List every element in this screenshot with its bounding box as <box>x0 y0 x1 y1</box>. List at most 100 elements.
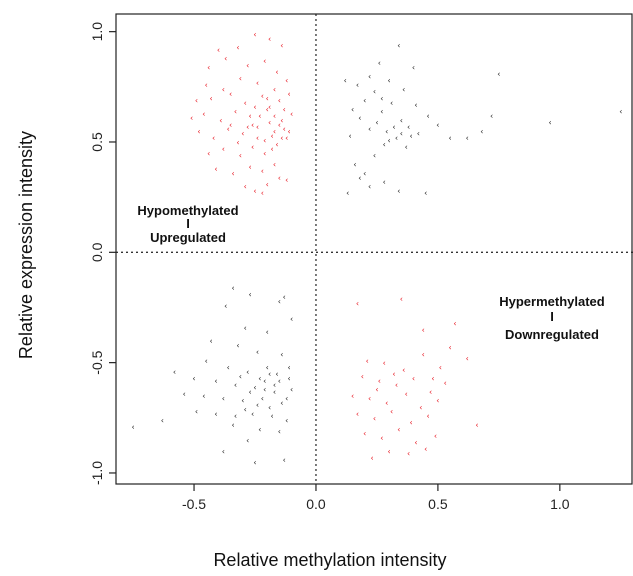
data-point-black: ‹ <box>407 123 410 132</box>
data-point-black: ‹ <box>290 315 293 324</box>
data-point-red: ‹ <box>283 125 286 134</box>
data-point-black: ‹ <box>412 63 415 72</box>
data-point-black: ‹ <box>497 70 500 79</box>
data-point-black: ‹ <box>256 401 259 410</box>
data-point-black: ‹ <box>285 394 288 403</box>
data-point-red: ‹ <box>256 78 259 87</box>
data-point-black: ‹ <box>251 409 254 418</box>
data-point-black: ‹ <box>236 341 239 350</box>
data-point-black: ‹ <box>258 374 261 383</box>
data-point-red: ‹ <box>270 131 273 140</box>
data-point-red: ‹ <box>407 449 410 458</box>
y-tick-label: 0.5 <box>89 132 105 152</box>
data-point-red: ‹ <box>253 187 256 196</box>
data-point-black: ‹ <box>278 427 281 436</box>
data-point-black: ‹ <box>253 383 256 392</box>
data-point-red: ‹ <box>239 151 242 160</box>
data-point-red: ‹ <box>239 74 242 83</box>
data-point-red: ‹ <box>207 149 210 158</box>
data-point-black: ‹ <box>380 94 383 103</box>
data-point-black: ‹ <box>424 189 427 198</box>
data-point-black: ‹ <box>409 131 412 140</box>
data-point-black: ‹ <box>368 182 371 191</box>
data-point-red: ‹ <box>466 354 469 363</box>
data-point-black: ‹ <box>161 416 164 425</box>
data-point-black: ‹ <box>373 151 376 160</box>
data-point-red: ‹ <box>253 103 256 112</box>
data-point-red: ‹ <box>249 162 252 171</box>
data-point-red: ‹ <box>275 67 278 76</box>
data-point-black: ‹ <box>402 85 405 94</box>
y-tick-label: -0.5 <box>89 350 105 374</box>
data-point-black: ‹ <box>351 105 354 114</box>
x-tick-label: 0.0 <box>306 496 326 512</box>
data-point-black: ‹ <box>363 169 366 178</box>
data-point-red: ‹ <box>202 109 205 118</box>
annotation-hypo-separator: I <box>186 216 190 231</box>
data-point-red: ‹ <box>280 116 283 125</box>
data-point-red: ‹ <box>244 98 247 107</box>
data-point-black: ‹ <box>266 363 269 372</box>
data-point-red: ‹ <box>444 378 447 387</box>
data-point-black: ‹ <box>131 423 134 432</box>
data-point-black: ‹ <box>405 142 408 151</box>
data-point-red: ‹ <box>222 145 225 154</box>
data-point-red: ‹ <box>229 89 232 98</box>
data-point-red: ‹ <box>234 107 237 116</box>
data-point-red: ‹ <box>246 61 249 70</box>
data-point-black: ‹ <box>344 76 347 85</box>
data-point-red: ‹ <box>261 167 264 176</box>
data-point-red: ‹ <box>395 381 398 390</box>
data-point-red: ‹ <box>205 81 208 90</box>
data-point-red: ‹ <box>212 134 215 143</box>
data-point-black: ‹ <box>268 403 271 412</box>
data-point-black: ‹ <box>368 125 371 134</box>
data-point-red: ‹ <box>263 149 266 158</box>
data-point-black: ‹ <box>417 129 420 138</box>
data-point-red: ‹ <box>244 182 247 191</box>
data-point-red: ‹ <box>256 123 259 132</box>
data-point-red: ‹ <box>475 420 478 429</box>
y-tick-label: -1.0 <box>89 461 105 485</box>
data-point-black: ‹ <box>192 374 195 383</box>
data-point-red: ‹ <box>266 94 269 103</box>
data-point-black: ‹ <box>288 363 291 372</box>
data-point-red: ‹ <box>361 372 364 381</box>
data-point-red: ‹ <box>217 45 220 54</box>
data-point-red: ‹ <box>251 120 254 129</box>
data-point-red: ‹ <box>288 89 291 98</box>
points-layer: ‹ ‹ ‹ ‹ ‹ ‹ ‹ ‹ ‹ ‹ ‹ ‹ ‹ ‹ ‹ ‹ ‹ ‹ ‹ ‹ ‹ ‹ ‹ ‹ ‹ ‹ ‹ ‹ ‹ ‹ ‹ ‹ ‹ ‹ ‹ ‹ ‹ ‹ ‹ ‹… <box>131 30 622 467</box>
data-point-black: ‹ <box>373 87 376 96</box>
data-point-red: ‹ <box>268 103 271 112</box>
data-point-black: ‹ <box>244 323 247 332</box>
data-point-red: ‹ <box>222 85 225 94</box>
data-point-red: ‹ <box>405 390 408 399</box>
data-point-red: ‹ <box>397 425 400 434</box>
data-point-black: ‹ <box>224 301 227 310</box>
data-point-black: ‹ <box>358 173 361 182</box>
data-point-red: ‹ <box>383 359 386 368</box>
plot-frame <box>115 13 633 485</box>
data-point-black: ‹ <box>195 407 198 416</box>
data-point-red: ‹ <box>241 129 244 138</box>
data-point-red: ‹ <box>227 125 230 134</box>
data-point-red: ‹ <box>356 409 359 418</box>
y-tick-label: 1.0 <box>89 22 105 42</box>
data-point-red: ‹ <box>251 142 254 151</box>
data-point-black: ‹ <box>231 420 234 429</box>
data-point-black: ‹ <box>283 292 286 301</box>
data-point-black: ‹ <box>392 123 395 132</box>
data-point-black: ‹ <box>395 134 398 143</box>
data-point-red: ‹ <box>280 134 283 143</box>
data-point-red: ‹ <box>273 85 276 94</box>
data-point-red: ‹ <box>283 105 286 114</box>
data-point-black: ‹ <box>280 350 283 359</box>
data-point-black: ‹ <box>268 370 271 379</box>
data-point-black: ‹ <box>349 131 352 140</box>
data-point-red: ‹ <box>373 414 376 423</box>
x-tick-label: 1.0 <box>550 496 570 512</box>
data-point-black: ‹ <box>290 385 293 394</box>
data-point-red: ‹ <box>434 431 437 440</box>
data-point-red: ‹ <box>261 189 264 198</box>
data-point-red: ‹ <box>266 180 269 189</box>
